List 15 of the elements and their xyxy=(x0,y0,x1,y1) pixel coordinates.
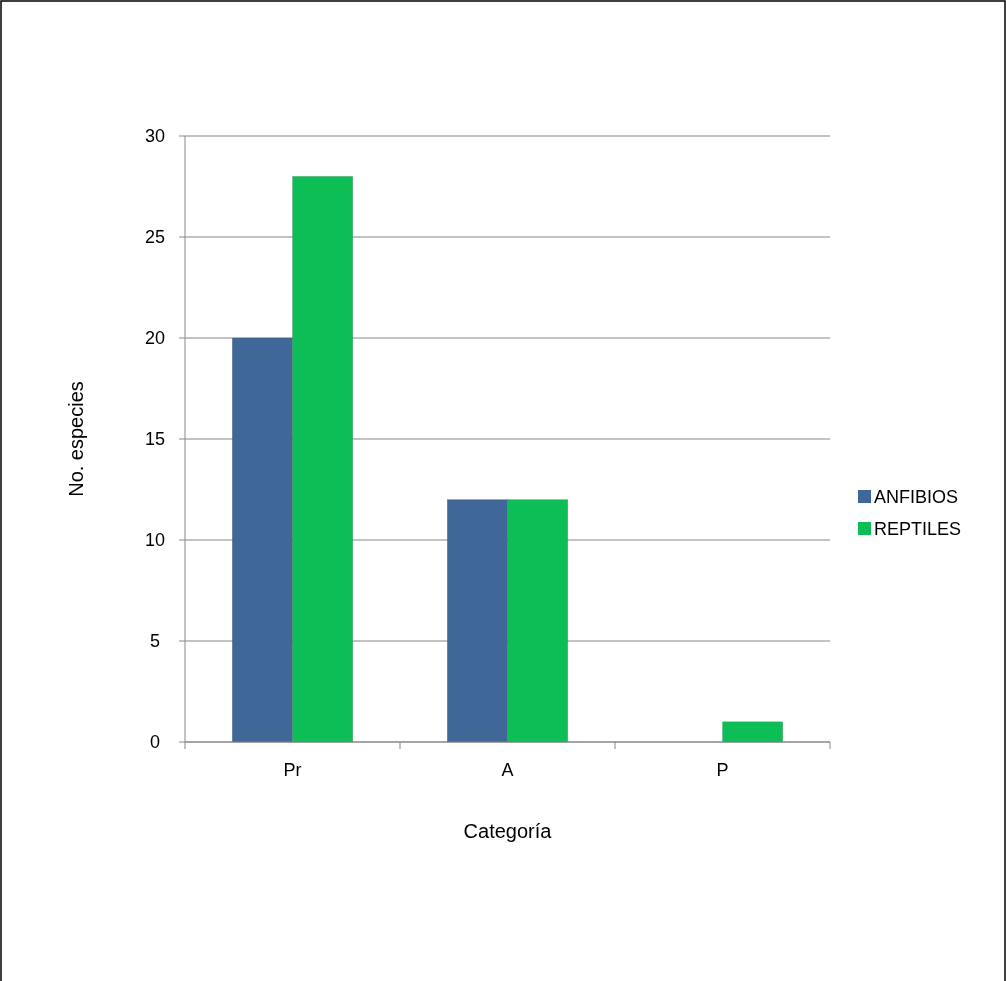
y-tick-label: 15 xyxy=(144,429,166,450)
y-tick-label: 25 xyxy=(144,227,166,248)
y-tick-label: 5 xyxy=(149,631,161,652)
legend-label: REPTILES xyxy=(874,519,962,540)
x-tick-label: P xyxy=(716,760,729,780)
y-axis-title: No. especies xyxy=(65,381,87,497)
y-tick-label: 0 xyxy=(149,732,161,753)
y-tick-label: 20 xyxy=(144,328,166,349)
y-tick-label: 10 xyxy=(144,530,166,551)
bar xyxy=(722,721,783,743)
x-tick-label: A xyxy=(501,760,514,780)
x-tick-label: Pr xyxy=(283,760,302,780)
legend-label: ANFIBIOS xyxy=(874,487,959,508)
y-tick-label: 30 xyxy=(144,126,166,147)
x-axis-title: Categoría xyxy=(463,820,553,842)
